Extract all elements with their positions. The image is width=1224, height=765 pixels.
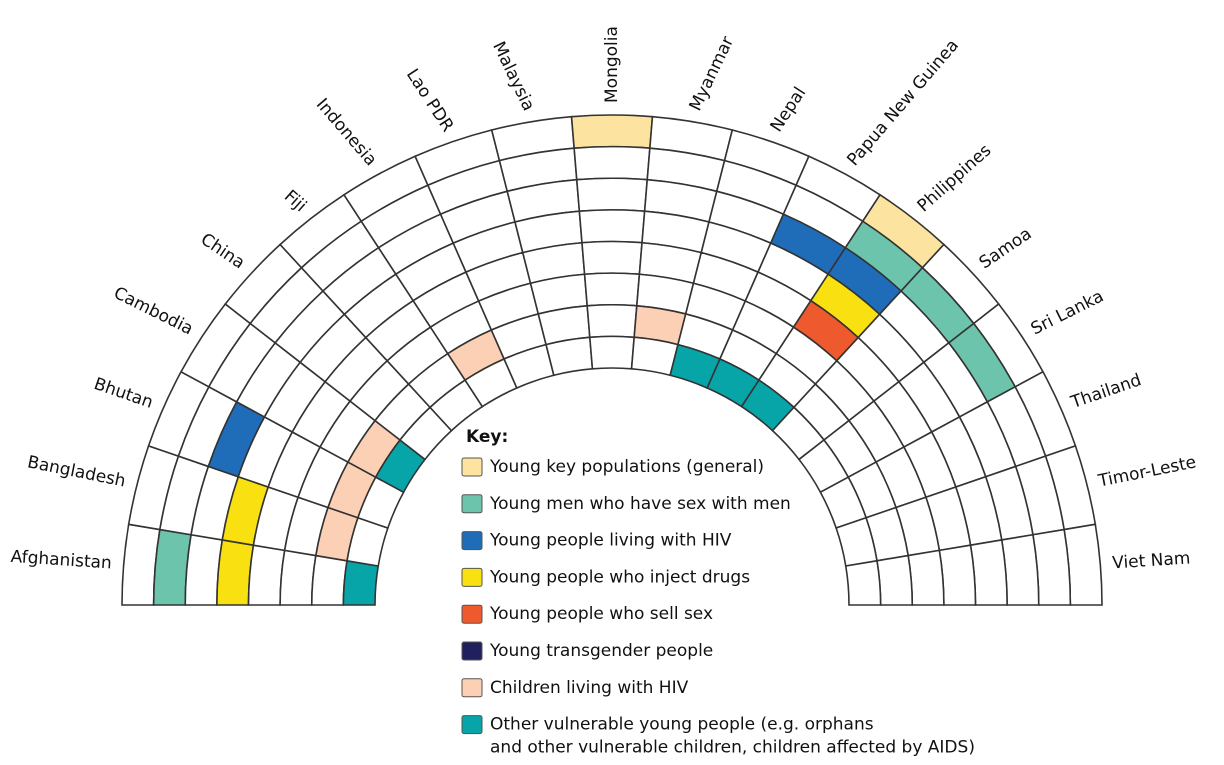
cell (586, 303, 638, 339)
key-label: and other vulnerable children, children … (490, 738, 975, 758)
key-label: Young people who inject drugs (489, 567, 750, 587)
country-label: Bhutan (91, 374, 155, 413)
key-label: Children living with HIV (490, 678, 689, 698)
country-label: Indonesia (312, 95, 381, 170)
country-label: Philippines (914, 140, 996, 216)
key-label: Young transgender people (489, 641, 713, 661)
country-label: Viet Nam (1112, 548, 1191, 573)
key-swatch (461, 531, 483, 551)
country-label: Fiji (280, 186, 310, 216)
key-label: Young key populations (general) (489, 457, 764, 477)
country-label: Afghanistan (10, 547, 112, 574)
cell (876, 554, 914, 606)
key-swatch (461, 567, 483, 587)
country-label: Timor-Leste (1096, 452, 1198, 491)
country-label: Bangladesh (26, 452, 128, 491)
highlight-cell (342, 559, 380, 606)
country-label: Papua New Guinea (843, 36, 963, 170)
cell (573, 145, 651, 181)
cell (310, 554, 348, 606)
key-label: Young men who have sex with men (489, 494, 791, 514)
country-label: Cambodia (110, 283, 196, 339)
cell (588, 335, 636, 370)
cell (938, 544, 977, 606)
key-swatch (461, 715, 483, 735)
cell (575, 177, 649, 213)
key-swatch (461, 604, 483, 624)
cell (279, 549, 317, 606)
key-swatch (461, 678, 483, 698)
highlight-cell (570, 114, 654, 150)
key-title: Key: (466, 427, 508, 447)
cell (578, 209, 646, 244)
country-label: Mongolia (602, 26, 622, 103)
country-label: Samoa (976, 224, 1036, 273)
cell (581, 240, 643, 276)
country-label: Myanmar (686, 33, 739, 114)
country-label: Nepal (767, 84, 811, 136)
key-label: Other vulnerable young people (e.g. orph… (490, 715, 874, 735)
cell (247, 544, 286, 606)
cell (545, 336, 594, 377)
cell (907, 549, 945, 606)
country-label: Lao PDR (402, 65, 458, 135)
cell (583, 272, 641, 307)
country-label: China (197, 229, 248, 273)
key-swatch (461, 457, 483, 477)
key-label: Young people who sell sex (489, 604, 713, 624)
key-swatch (461, 641, 483, 661)
cell (844, 559, 882, 606)
key-label: Young people living with HIV (489, 531, 732, 551)
country-label: Malaysia (488, 39, 538, 115)
country-label: Sri Lanka (1028, 286, 1107, 339)
country-label: Thailand (1068, 370, 1144, 413)
key-swatch (461, 494, 483, 514)
